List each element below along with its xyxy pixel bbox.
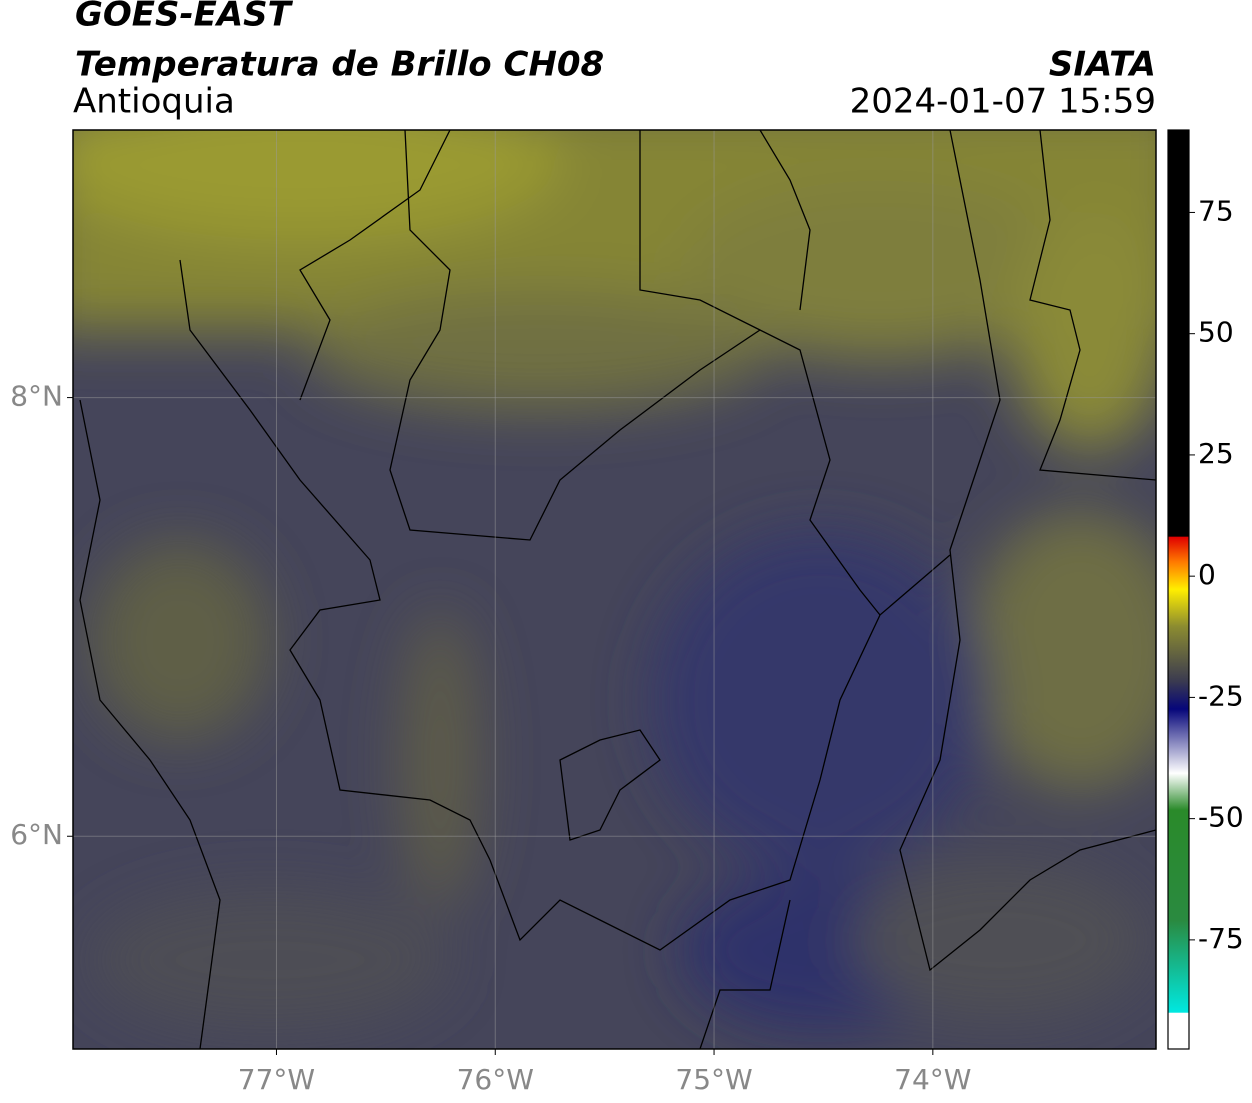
colorbar-tick-label: 25: [1198, 437, 1234, 470]
x-tick-label: 77°W: [238, 1063, 315, 1096]
source: SIATA: [1049, 45, 1156, 85]
y-tick-label: 6°N: [10, 818, 63, 851]
subtitle: Temperatura de Brillo CH08: [75, 45, 604, 85]
y-tick-label: 8°N: [10, 380, 63, 413]
colorbar-tick-label: 0: [1198, 558, 1216, 591]
gridlines: [73, 130, 1156, 1049]
title: GOES-EAST: [75, 0, 294, 35]
x-tick-label: 76°W: [457, 1063, 534, 1096]
map-frame: [72, 129, 1157, 1050]
colorbar-tick-label: -75: [1198, 922, 1244, 955]
region: Antioquia: [73, 82, 235, 122]
colorbar-tick-label: 75: [1198, 194, 1234, 227]
satellite-field: [73, 130, 1156, 1049]
x-tick-label: 75°W: [675, 1063, 752, 1096]
colorbar-tick-label: -25: [1198, 679, 1244, 712]
borders: [79, 130, 1156, 1049]
timestamp: 2024-01-07 15:59: [850, 82, 1156, 122]
colorbar-tick-label: 50: [1198, 316, 1234, 349]
colorbar: [1167, 129, 1190, 1050]
x-tick-label: 74°W: [894, 1063, 971, 1096]
colorbar-tick-label: -50: [1198, 801, 1244, 834]
